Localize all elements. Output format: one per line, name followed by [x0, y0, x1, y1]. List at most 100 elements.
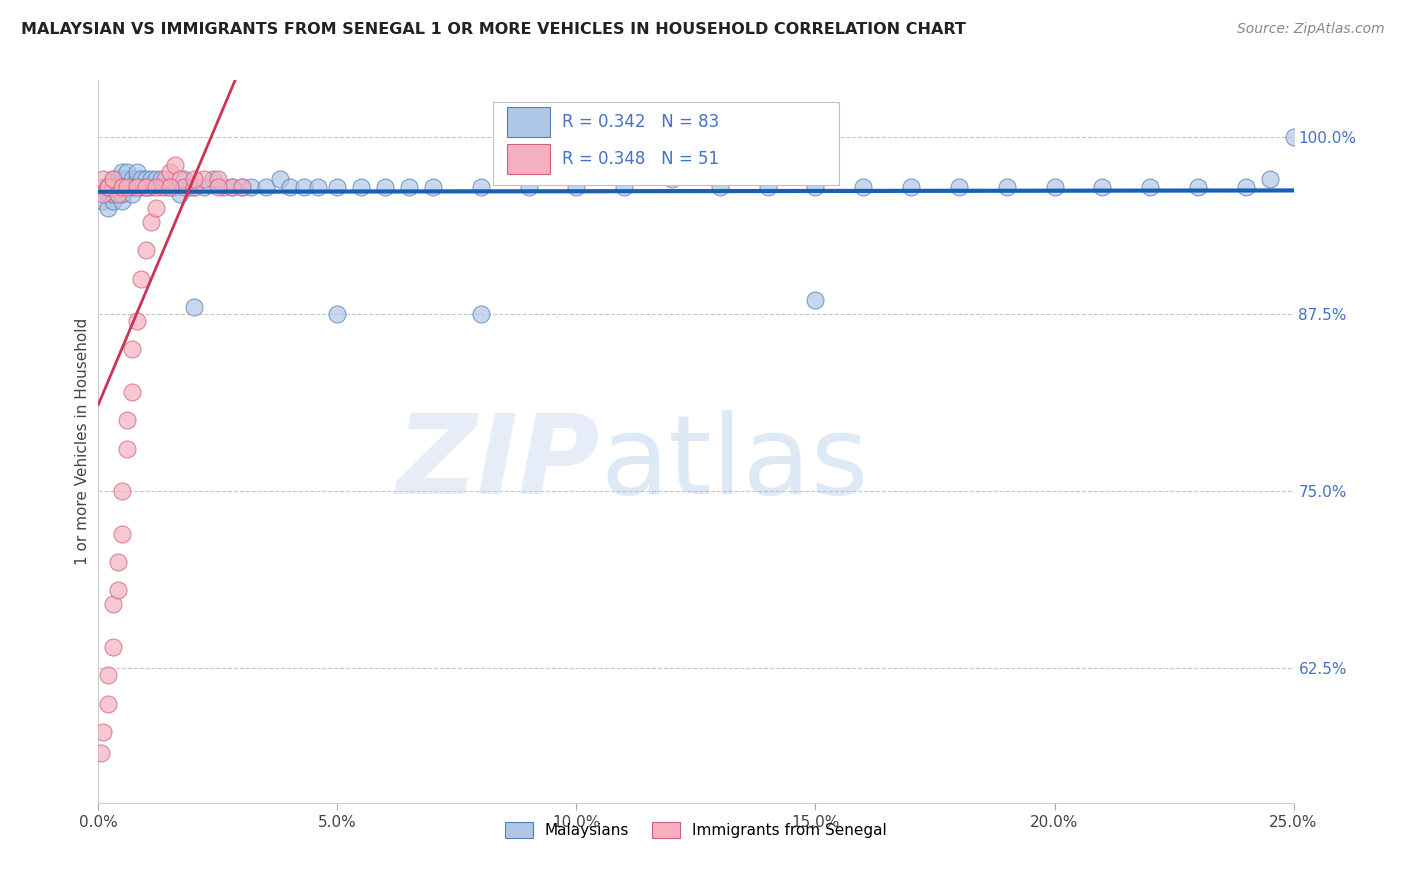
Point	[115, 442, 138, 456]
Point	[231, 179, 253, 194]
Point	[91, 186, 114, 201]
Point	[101, 186, 124, 201]
Point	[125, 165, 148, 179]
Point	[709, 179, 731, 194]
Point	[852, 179, 875, 194]
Point	[101, 194, 124, 208]
Point	[91, 172, 114, 186]
Point	[97, 201, 120, 215]
Point	[107, 186, 129, 201]
Point	[398, 179, 420, 194]
Point	[91, 725, 114, 739]
Point	[350, 179, 373, 194]
Point	[326, 307, 349, 321]
Point	[173, 172, 195, 186]
Text: atlas: atlas	[600, 409, 869, 516]
Point	[1282, 130, 1305, 145]
Point	[101, 598, 124, 612]
Point	[125, 179, 148, 194]
Point	[145, 179, 167, 194]
Point	[97, 179, 120, 194]
Point	[1091, 179, 1114, 194]
Point	[179, 179, 201, 194]
Point	[169, 186, 191, 201]
Point	[163, 179, 186, 194]
Point	[121, 179, 143, 194]
Point	[422, 179, 444, 194]
FancyBboxPatch shape	[508, 106, 550, 136]
Point	[135, 179, 157, 194]
Text: R = 0.342   N = 83: R = 0.342 N = 83	[562, 112, 720, 131]
Point	[107, 186, 129, 201]
Point	[115, 179, 138, 194]
Point	[131, 172, 153, 186]
Point	[470, 307, 492, 321]
Point	[900, 179, 922, 194]
Point	[101, 640, 124, 654]
Point	[121, 384, 143, 399]
Point	[240, 179, 263, 194]
Point	[155, 179, 177, 194]
Point	[135, 172, 157, 186]
Legend: Malaysians, Immigrants from Senegal: Malaysians, Immigrants from Senegal	[498, 814, 894, 846]
Point	[207, 179, 229, 194]
Point	[107, 555, 129, 569]
Point	[97, 179, 120, 194]
Point	[131, 179, 153, 194]
Point	[111, 172, 134, 186]
Point	[149, 179, 172, 194]
Point	[135, 244, 157, 258]
Point	[111, 484, 134, 499]
Point	[131, 271, 153, 285]
Point	[159, 165, 181, 179]
Point	[115, 413, 138, 427]
Y-axis label: 1 or more Vehicles in Household: 1 or more Vehicles in Household	[75, 318, 90, 566]
Point	[90, 746, 112, 760]
Point	[278, 179, 301, 194]
Point	[661, 172, 683, 186]
Point	[97, 186, 120, 201]
Point	[115, 172, 138, 186]
Point	[193, 179, 215, 194]
Point	[139, 179, 162, 194]
Point	[613, 179, 636, 194]
Point	[326, 179, 349, 194]
Point	[155, 172, 177, 186]
Point	[183, 300, 205, 314]
Point	[995, 179, 1018, 194]
Point	[211, 179, 233, 194]
Point	[1258, 172, 1281, 186]
Point	[91, 179, 114, 194]
Point	[517, 179, 540, 194]
Point	[374, 179, 396, 194]
Point	[135, 179, 157, 194]
Point	[254, 179, 277, 194]
Point	[121, 343, 143, 357]
Point	[207, 172, 229, 186]
Point	[756, 179, 779, 194]
Point	[101, 172, 124, 186]
Point	[111, 179, 134, 194]
Point	[107, 172, 129, 186]
Point	[115, 179, 138, 194]
Text: ZIP: ZIP	[396, 409, 600, 516]
Point	[163, 158, 186, 172]
Point	[183, 179, 205, 194]
Point	[1139, 179, 1161, 194]
Point	[221, 179, 243, 194]
Point	[1187, 179, 1209, 194]
Point	[101, 179, 124, 194]
Point	[1043, 179, 1066, 194]
Point	[221, 179, 243, 194]
Point	[948, 179, 970, 194]
Point	[139, 172, 162, 186]
Point	[202, 172, 225, 186]
Point	[307, 179, 329, 194]
Point	[145, 201, 167, 215]
Point	[111, 194, 134, 208]
Point	[111, 186, 134, 201]
Point	[135, 179, 157, 194]
Point	[470, 179, 492, 194]
Point	[107, 179, 129, 194]
Point	[269, 172, 291, 186]
